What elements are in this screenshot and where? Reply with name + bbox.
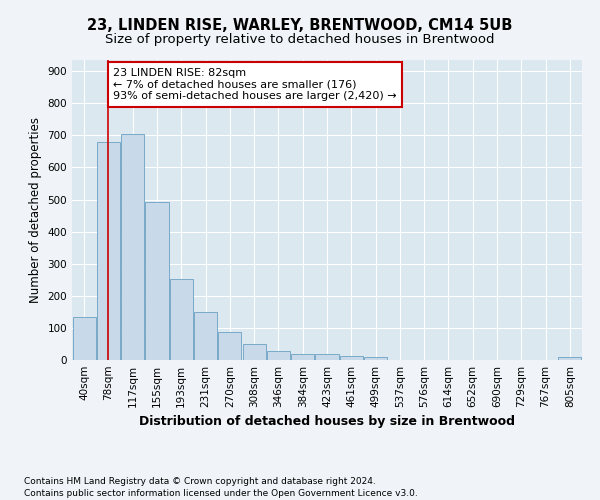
Bar	[242, 344, 266, 360]
Bar	[73, 316, 95, 360]
Bar	[97, 142, 120, 360]
Bar	[218, 332, 241, 360]
Text: Size of property relative to detached houses in Brentwood: Size of property relative to detached ho…	[105, 32, 495, 46]
Bar	[559, 358, 581, 360]
Bar	[194, 312, 217, 360]
Bar	[121, 134, 144, 360]
Bar	[364, 358, 387, 360]
Text: 23, LINDEN RISE, WARLEY, BRENTWOOD, CM14 5UB: 23, LINDEN RISE, WARLEY, BRENTWOOD, CM14…	[88, 18, 512, 32]
Text: Contains HM Land Registry data © Crown copyright and database right 2024.: Contains HM Land Registry data © Crown c…	[24, 478, 376, 486]
X-axis label: Distribution of detached houses by size in Brentwood: Distribution of detached houses by size …	[139, 416, 515, 428]
Bar	[145, 202, 169, 360]
Text: 23 LINDEN RISE: 82sqm
← 7% of detached houses are smaller (176)
93% of semi-deta: 23 LINDEN RISE: 82sqm ← 7% of detached h…	[113, 68, 397, 101]
Text: Contains public sector information licensed under the Open Government Licence v3: Contains public sector information licen…	[24, 489, 418, 498]
Bar	[316, 354, 338, 360]
Bar	[291, 354, 314, 360]
Bar	[170, 279, 193, 360]
Bar	[340, 356, 363, 360]
Y-axis label: Number of detached properties: Number of detached properties	[29, 117, 42, 303]
Bar	[267, 351, 290, 360]
